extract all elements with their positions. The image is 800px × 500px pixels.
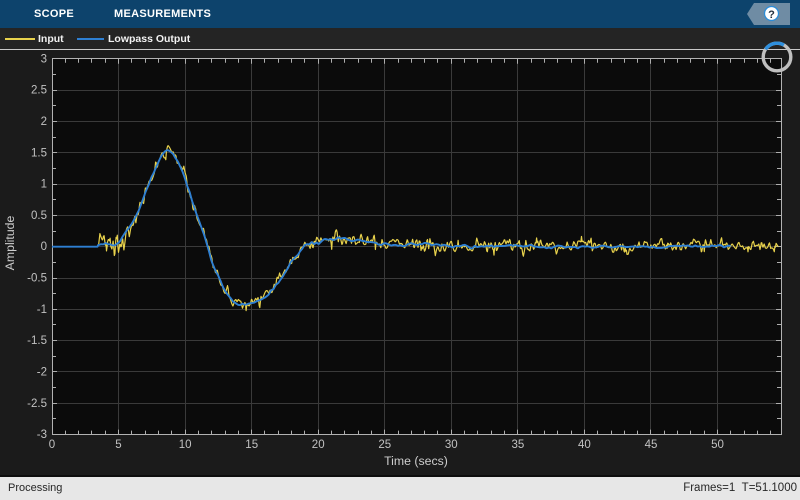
svg-text:Time (secs): Time (secs) (384, 454, 448, 468)
svg-text:5: 5 (115, 439, 121, 451)
svg-text:0: 0 (49, 439, 55, 451)
svg-text:50: 50 (711, 439, 724, 451)
svg-text:-2.5: -2.5 (27, 398, 47, 410)
svg-text:30: 30 (445, 439, 458, 451)
svg-text:10: 10 (179, 439, 192, 451)
svg-text:0: 0 (41, 241, 47, 253)
svg-text:1: 1 (41, 179, 47, 191)
svg-text:0.5: 0.5 (31, 210, 47, 222)
svg-text:45: 45 (645, 439, 658, 451)
svg-text:?: ? (768, 9, 775, 21)
svg-text:1.5: 1.5 (31, 147, 47, 159)
svg-text:-1.5: -1.5 (27, 335, 47, 347)
svg-text:-0.5: -0.5 (27, 273, 47, 285)
svg-text:-2: -2 (37, 367, 47, 379)
svg-text:40: 40 (578, 439, 591, 451)
svg-text:2.5: 2.5 (31, 85, 47, 97)
svg-text:35: 35 (512, 439, 525, 451)
svg-text:3: 3 (41, 53, 47, 65)
svg-text:-1: -1 (37, 304, 47, 316)
svg-text:Amplitude: Amplitude (3, 216, 17, 271)
svg-text:-3: -3 (37, 429, 47, 441)
svg-text:2: 2 (41, 116, 47, 128)
svg-text:15: 15 (245, 439, 258, 451)
svg-text:25: 25 (378, 439, 391, 451)
svg-text:20: 20 (312, 439, 325, 451)
